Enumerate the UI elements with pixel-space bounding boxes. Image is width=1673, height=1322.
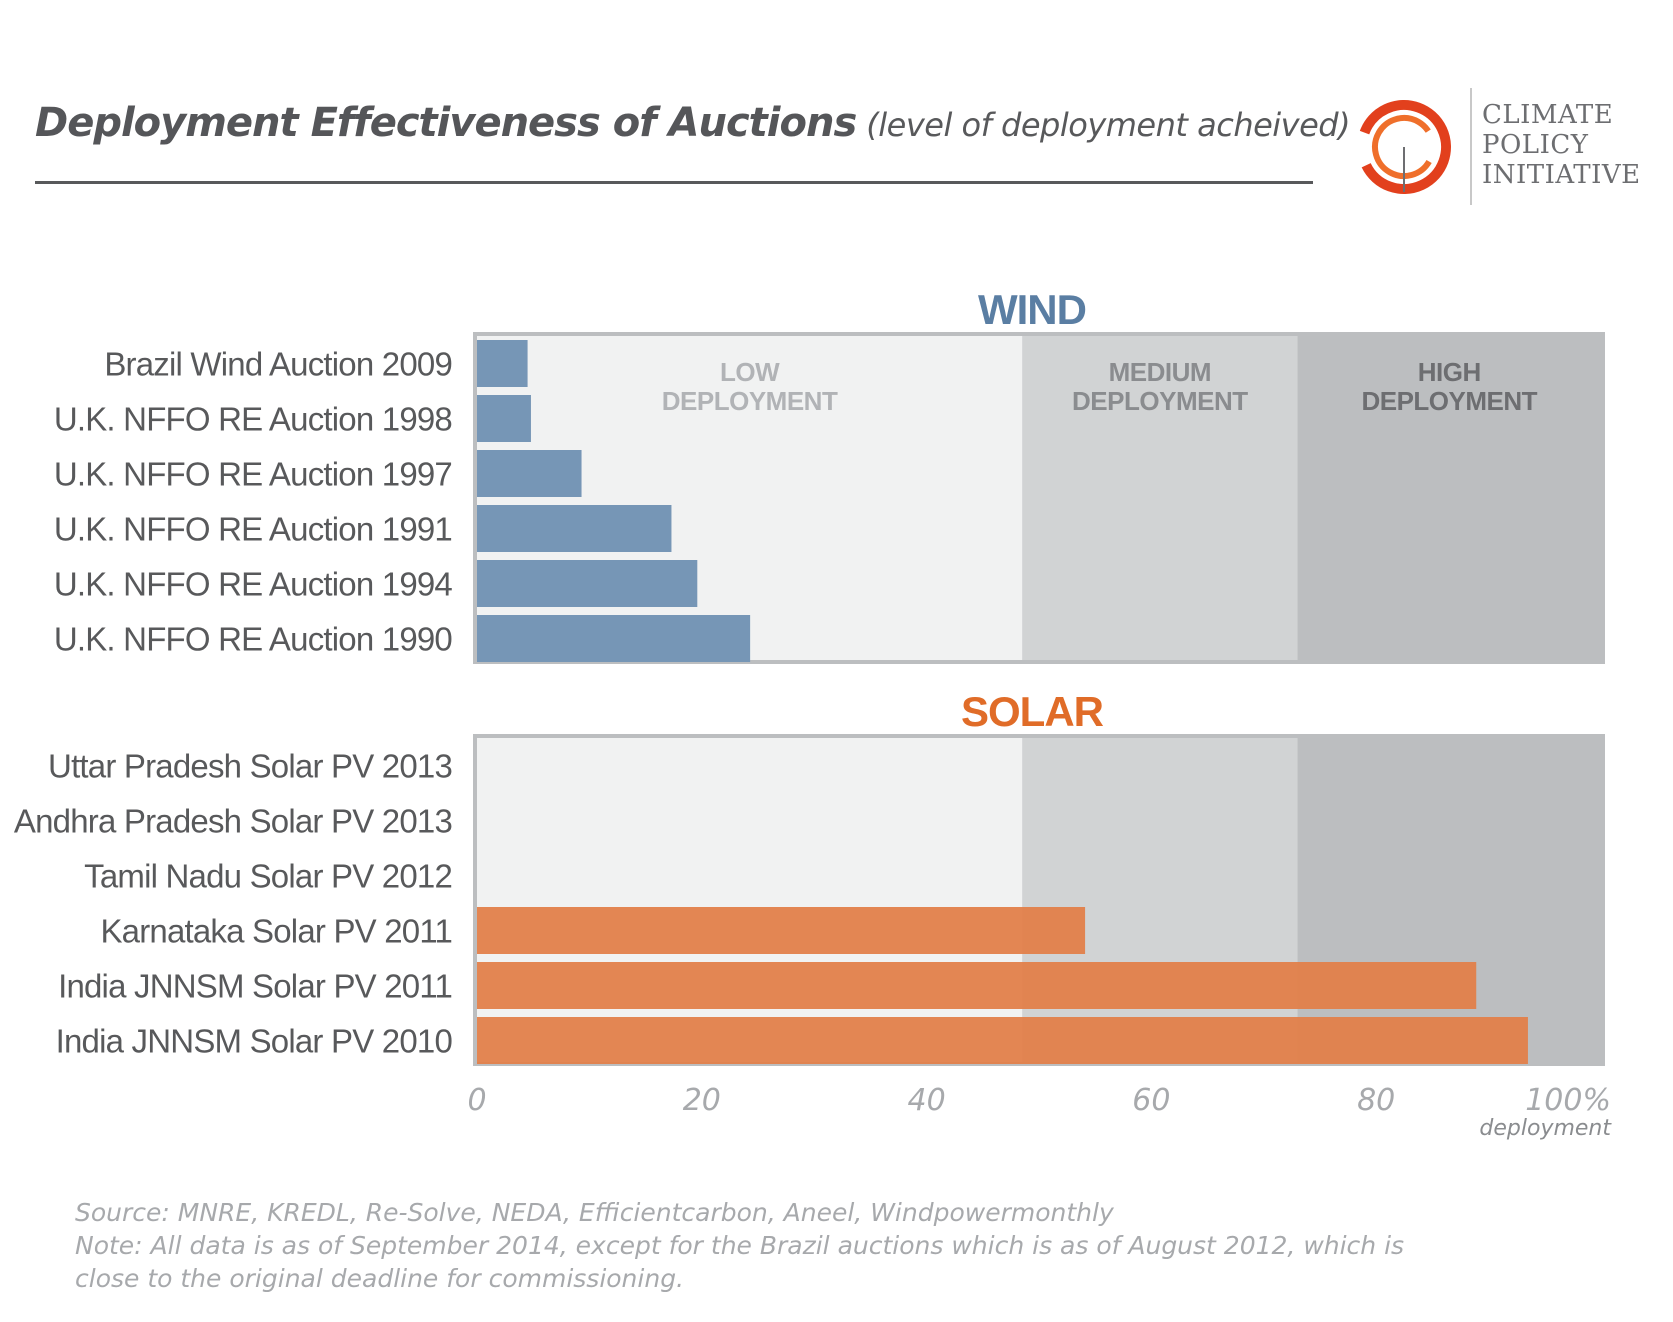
x-tick-label-5: 80 <box>1357 1083 1395 1118</box>
climate-policy-initiative-logo-icon <box>1357 100 1451 194</box>
solar-category-label-6: India JNNSM Solar PV 2010 <box>56 1023 453 1060</box>
logo-line-2: POLICY <box>1482 130 1589 160</box>
x-tick-label-4: 60 <box>1132 1083 1170 1118</box>
wind-zone-2 <box>1022 336 1298 660</box>
wind-category-label-2: U.K. NFFO RE Auction 1998 <box>54 401 452 438</box>
zone-label-2-line-2: DEPLOYMENT <box>1072 386 1248 416</box>
wind-category-label-6: U.K. NFFO RE Auction 1990 <box>54 621 453 658</box>
logo-line-3: INITIATIVE <box>1482 160 1641 190</box>
zone-label-2-line-1: MEDIUM <box>1109 357 1211 387</box>
chart-subtitle: (level of deployment acheived) <box>866 106 1351 144</box>
chart-footer: Source: MNRE, KREDL, Re-Solve, NEDA, Eff… <box>75 1196 1495 1295</box>
wind-panel-frame <box>473 332 1605 664</box>
solar-category-label-2: Andhra Pradesh Solar PV 2013 <box>14 803 452 840</box>
wind-bar-2 <box>477 395 531 442</box>
solar-zone-2 <box>1022 738 1298 1062</box>
x-tick-label-6: 100% <box>1525 1083 1611 1118</box>
title-underline <box>35 181 1313 184</box>
wind-bar-3 <box>477 450 582 497</box>
wind-category-label-3: U.K. NFFO RE Auction 1997 <box>54 456 452 493</box>
solar-bar-4 <box>477 907 1086 954</box>
wind-zone-3 <box>1297 336 1601 660</box>
wind-category-label-5: U.K. NFFO RE Auction 1994 <box>54 566 453 603</box>
logo-wordmark: CLIMATE POLICY INITIATIVE <box>1482 100 1641 190</box>
logo-ring <box>1357 100 1451 194</box>
zone-label-3-line-1: HIGH <box>1418 357 1481 387</box>
logo-divider <box>1470 88 1472 205</box>
solar-category-label-4: Karnataka Solar PV 2011 <box>100 913 452 950</box>
solar-bar-5 <box>477 962 1477 1009</box>
wind-bar-5 <box>477 560 698 607</box>
zone-label-3-line-2: DEPLOYMENT <box>1361 386 1537 416</box>
solar-category-label-5: India JNNSM Solar PV 2011 <box>58 968 452 1005</box>
solar-zone-1 <box>477 738 1023 1062</box>
wind-bar-1 <box>477 340 528 387</box>
note-line-2: close to the original deadline for commi… <box>75 1264 685 1293</box>
wind-category-label-1: Brazil Wind Auction 2009 <box>104 346 452 383</box>
wind-category-label-4: U.K. NFFO RE Auction 1991 <box>54 511 452 548</box>
zone-label-1-line-2: DEPLOYMENT <box>662 386 838 416</box>
note-line-1: Note: All data is as of September 2014, … <box>75 1231 1405 1260</box>
x-tick-label-3: 40 <box>908 1083 946 1118</box>
chart-title-block: Deployment Effectiveness of Auctions (lev… <box>35 100 1351 146</box>
source-note: Source: MNRE, KREDL, Re-Solve, NEDA, Eff… <box>75 1198 1114 1227</box>
wind-bar-4 <box>477 505 672 552</box>
x-tick-label-2: 20 <box>683 1083 721 1118</box>
solar-category-label-1: Uttar Pradesh Solar PV 2013 <box>48 748 452 785</box>
chart-title: Deployment Effectiveness of Auctions <box>35 100 857 146</box>
x-axis-label: deployment <box>1479 1116 1612 1141</box>
zone-label-1-line-1: LOW <box>720 357 780 387</box>
logo-line-1: CLIMATE <box>1482 100 1614 130</box>
solar-panel-title: SOLAR <box>961 688 1104 735</box>
solar-category-label-3: Tamil Nadu Solar PV 2012 <box>84 858 452 895</box>
solar-zone-3 <box>1297 738 1601 1062</box>
wind-panel-title: WIND <box>978 286 1086 333</box>
solar-bar-6 <box>477 1017 1528 1064</box>
wind-bar-6 <box>477 615 751 662</box>
x-tick-label-1: 0 <box>467 1083 486 1118</box>
